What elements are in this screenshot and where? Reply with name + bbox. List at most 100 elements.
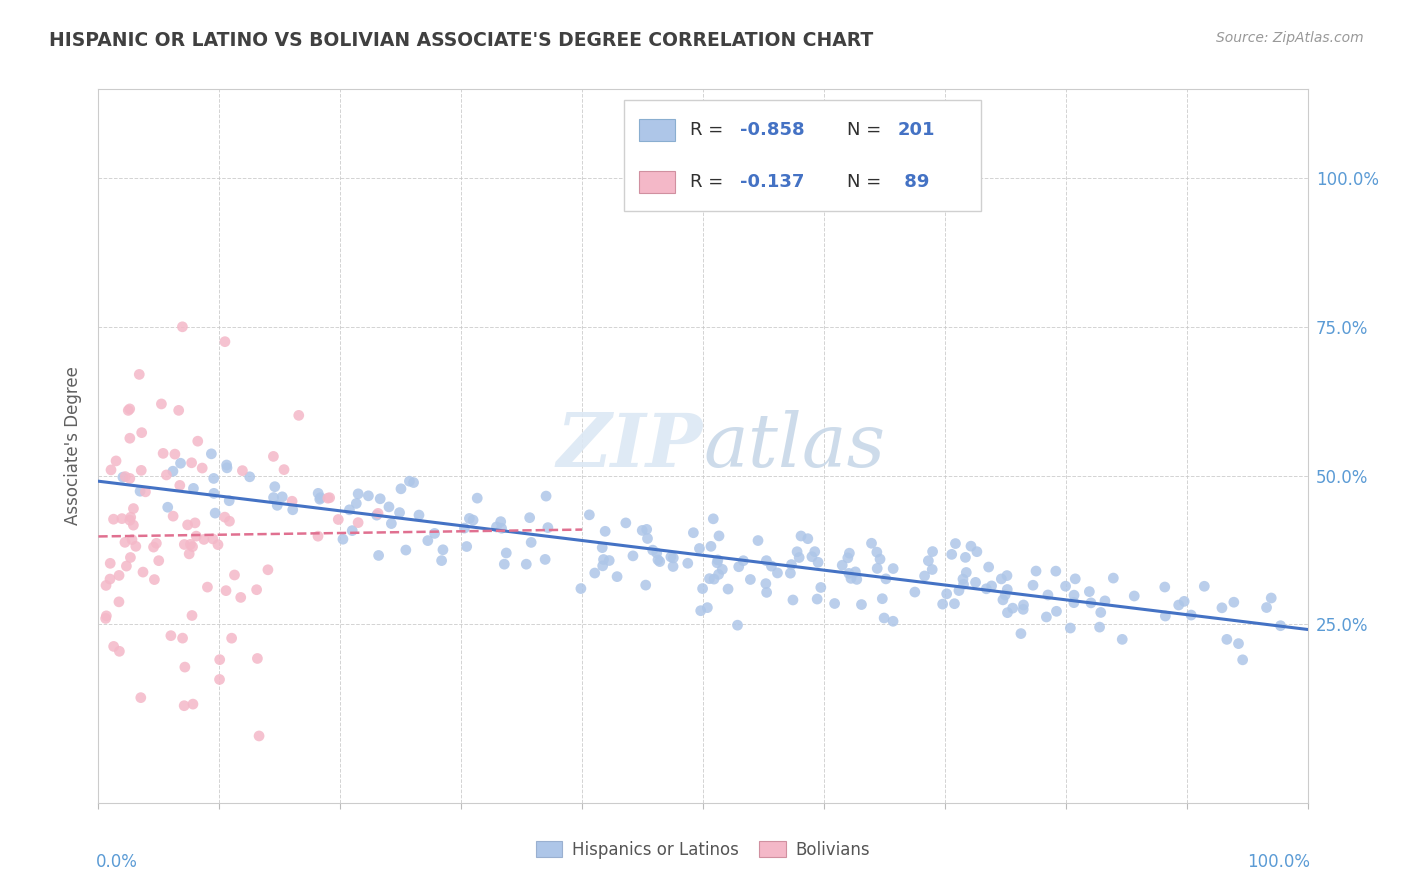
- Point: [980, 579, 1002, 593]
- Point: [787, 550, 810, 565]
- Point: [955, 550, 977, 565]
- Point: [214, 510, 236, 524]
- Point: [328, 512, 350, 526]
- Point: [357, 489, 380, 503]
- Text: N =: N =: [846, 173, 887, 191]
- Point: [707, 529, 730, 543]
- Point: [134, 484, 156, 499]
- Point: [733, 554, 755, 568]
- Point: [120, 550, 142, 565]
- Point: [273, 462, 295, 476]
- Point: [342, 524, 364, 538]
- Point: [569, 582, 592, 596]
- Point: [1025, 564, 1047, 578]
- Point: [111, 470, 134, 484]
- Point: [239, 470, 262, 484]
- Point: [800, 549, 823, 564]
- Point: [129, 463, 152, 477]
- Point: [1154, 609, 1177, 624]
- Point: [1022, 578, 1045, 592]
- Point: [991, 592, 1014, 607]
- Point: [281, 502, 304, 516]
- Point: [202, 486, 225, 500]
- Point: [851, 598, 873, 612]
- Point: [995, 568, 1018, 582]
- Point: [100, 463, 122, 477]
- Point: [914, 569, 936, 583]
- Point: [368, 491, 391, 506]
- Text: ZIP: ZIP: [557, 409, 703, 483]
- Point: [1045, 604, 1067, 618]
- Point: [1232, 653, 1254, 667]
- Point: [779, 566, 801, 581]
- Point: [118, 471, 141, 485]
- Point: [456, 540, 478, 554]
- Point: [1173, 594, 1195, 608]
- Point: [180, 456, 202, 470]
- Point: [1036, 588, 1059, 602]
- Point: [271, 490, 294, 504]
- Text: R =: R =: [690, 173, 728, 191]
- Point: [965, 575, 987, 590]
- Point: [872, 591, 894, 606]
- Text: -0.137: -0.137: [741, 173, 804, 191]
- Point: [186, 529, 208, 543]
- Bar: [638, 120, 675, 141]
- Point: [169, 456, 191, 470]
- Point: [519, 510, 541, 524]
- Point: [129, 484, 152, 499]
- Point: [631, 524, 654, 538]
- Point: [786, 545, 808, 559]
- Point: [187, 434, 209, 449]
- Point: [181, 540, 204, 554]
- Point: [952, 577, 974, 591]
- Point: [218, 493, 240, 508]
- Point: [458, 511, 481, 525]
- Point: [339, 503, 361, 517]
- Point: [966, 544, 988, 558]
- Point: [307, 486, 329, 500]
- Point: [184, 516, 207, 530]
- Point: [641, 543, 664, 558]
- Point: [592, 558, 614, 573]
- Point: [740, 573, 762, 587]
- Point: [1012, 598, 1035, 612]
- Point: [167, 403, 190, 417]
- Point: [537, 521, 560, 535]
- Point: [179, 537, 201, 551]
- Point: [152, 446, 174, 460]
- Point: [1153, 580, 1175, 594]
- Point: [1223, 595, 1246, 609]
- Point: [1227, 637, 1250, 651]
- Point: [578, 508, 600, 522]
- Point: [453, 521, 475, 535]
- Point: [201, 532, 224, 546]
- Point: [782, 593, 804, 607]
- Point: [125, 539, 148, 553]
- Point: [246, 651, 269, 665]
- Point: [807, 555, 830, 569]
- Point: [378, 500, 401, 514]
- Point: [145, 536, 167, 550]
- Point: [246, 582, 269, 597]
- Point: [534, 489, 557, 503]
- Point: [389, 482, 412, 496]
- Point: [921, 562, 943, 576]
- Point: [173, 698, 195, 713]
- Point: [945, 536, 967, 550]
- Point: [495, 546, 517, 560]
- Point: [1063, 588, 1085, 602]
- Point: [534, 552, 557, 566]
- Point: [408, 508, 430, 522]
- Point: [1088, 620, 1111, 634]
- Point: [1094, 594, 1116, 608]
- Point: [347, 487, 370, 501]
- Point: [837, 550, 859, 565]
- Point: [931, 597, 953, 611]
- Point: [432, 542, 454, 557]
- Point: [688, 541, 710, 556]
- Point: [1111, 632, 1133, 647]
- Bar: [638, 171, 675, 193]
- Text: atlas: atlas: [703, 409, 886, 483]
- Point: [215, 583, 238, 598]
